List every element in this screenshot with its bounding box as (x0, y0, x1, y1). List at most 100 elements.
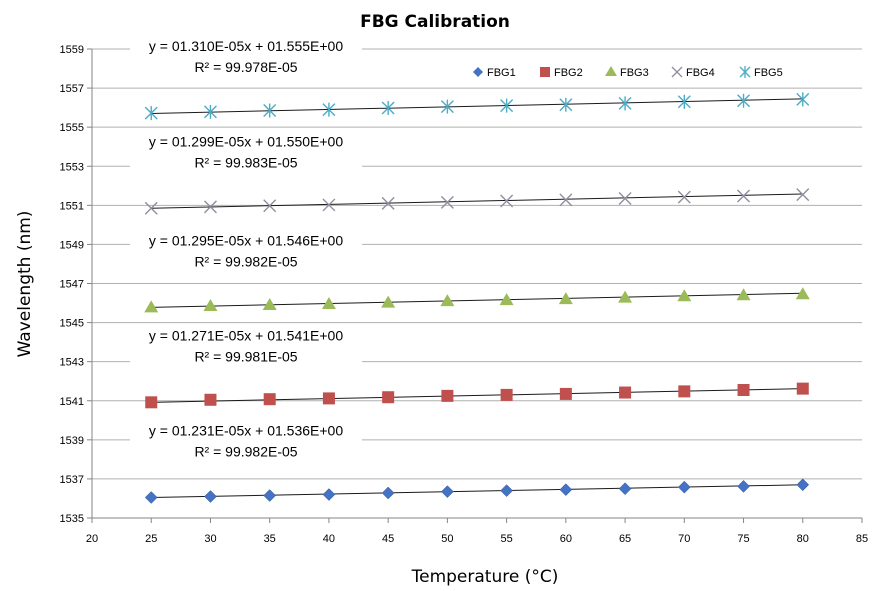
equation-box (130, 325, 362, 372)
y-tick-label: 1553 (60, 161, 84, 173)
legend-label-fbg2: FBG2 (554, 67, 583, 79)
marker-fbg3 (262, 297, 277, 310)
legend-marker-fbg5 (739, 66, 751, 78)
r-squared-label: R² = 99.983E-05 (194, 154, 297, 170)
marker-fbg2 (559, 387, 572, 400)
marker-fbg2 (678, 385, 691, 398)
marker-fbg2 (441, 389, 454, 402)
marker-fbg4 (500, 194, 514, 208)
trendline-fbg3 (151, 292, 803, 308)
data-markers (144, 92, 810, 504)
marker-fbg1 (559, 483, 573, 497)
legend-label-fbg3: FBG3 (620, 67, 649, 79)
marker-fbg5 (440, 99, 454, 114)
marker-fbg1 (618, 482, 632, 496)
y-tick-label: 1559 (60, 44, 84, 56)
y-tick-label: 1545 (60, 318, 84, 330)
trendline-equation: y = 01.295E-05x + 01.546E+00 (149, 232, 343, 248)
x-tick-label: 25 (145, 533, 157, 545)
trendline-equation: y = 01.231E-05x + 01.536E+00 (149, 422, 343, 438)
marker-fbg2 (322, 392, 335, 405)
marker-fbg4 (796, 188, 810, 202)
y-tick-label: 1549 (60, 239, 84, 251)
marker-fbg5 (322, 102, 336, 117)
marker-fbg1 (677, 480, 691, 494)
y-tick-label: 1543 (60, 357, 84, 369)
marker-fbg2 (145, 396, 158, 409)
y-tick-label: 1537 (60, 474, 84, 486)
x-tick-label: 40 (323, 533, 335, 545)
trendline-equation: y = 01.299E-05x + 01.550E+00 (149, 133, 343, 149)
x-axis-title: Temperature (°C) (411, 567, 559, 587)
marker-fbg4 (559, 193, 573, 207)
marker-fbg1 (500, 484, 513, 497)
trendline-equations: y = 01.231E-05x + 01.536E+00 R² = 99.982E… (130, 36, 362, 467)
marker-fbg3 (321, 297, 336, 310)
trendline-fbg1 (151, 484, 803, 498)
trendline-fbg2 (151, 388, 803, 403)
legend-marker-fbg3 (605, 66, 617, 76)
marker-fbg1 (204, 490, 217, 503)
marker-fbg3 (795, 287, 810, 300)
marker-fbg5 (263, 103, 277, 118)
marker-fbg2 (737, 384, 750, 397)
x-tick-label: 50 (441, 533, 453, 545)
marker-fbg3 (558, 292, 573, 305)
legend-marker-fbg4 (671, 66, 683, 78)
marker-fbg5 (618, 96, 632, 111)
marker-fbg3 (203, 298, 218, 311)
trendline-equation: y = 01.271E-05x + 01.541E+00 (149, 327, 343, 343)
equation-box (130, 131, 362, 178)
marker-fbg2 (619, 386, 632, 399)
trendline-fbg4 (151, 193, 803, 209)
marker-fbg4 (381, 196, 395, 210)
y-tick-label: 1557 (60, 83, 84, 95)
legend: FBG1 FBG2 FBG3 FBG4 FBG5 (468, 60, 798, 84)
marker-fbg5 (796, 92, 810, 107)
equation-box (130, 36, 362, 83)
marker-fbg3 (736, 288, 751, 301)
x-tick-label: 35 (264, 533, 276, 545)
x-tick-label: 80 (797, 533, 809, 545)
y-tick-label: 1547 (60, 279, 84, 291)
x-tick-label: 55 (500, 533, 512, 545)
trendline-fbg5 (151, 98, 803, 114)
marker-fbg4 (263, 199, 277, 213)
marker-fbg5 (500, 98, 514, 113)
r-squared-label: R² = 99.978E-05 (194, 59, 297, 75)
marker-fbg3 (499, 293, 514, 306)
x-tick-label: 65 (619, 533, 631, 545)
marker-fbg4 (618, 191, 632, 205)
marker-fbg5 (144, 106, 158, 121)
marker-fbg1 (381, 486, 395, 500)
marker-fbg2 (263, 393, 276, 406)
marker-fbg1 (441, 485, 454, 498)
x-tick-label: 70 (678, 533, 690, 545)
legend-label-fbg5: FBG5 (754, 67, 783, 79)
marker-fbg2 (382, 391, 395, 404)
marker-fbg2 (204, 393, 217, 406)
marker-fbg4 (322, 198, 336, 212)
legend-marker-fbg2 (540, 67, 550, 77)
marker-fbg5 (203, 104, 217, 119)
legend-marker-fbg1 (473, 67, 483, 77)
chart-title: FBG Calibration (360, 12, 510, 32)
r-squared-label: R² = 99.982E-05 (194, 443, 297, 459)
y-tick-label: 1555 (60, 122, 84, 134)
legend-label-fbg1: FBG1 (487, 67, 516, 79)
marker-fbg1 (737, 479, 750, 493)
marker-fbg2 (796, 382, 809, 395)
marker-fbg3 (381, 295, 396, 308)
x-tick-label: 30 (204, 533, 216, 545)
y-axis-title: Wavelength (nm) (15, 211, 35, 358)
marker-fbg4 (677, 190, 691, 204)
marker-fbg3 (677, 289, 692, 302)
marker-fbg2 (500, 388, 513, 401)
marker-fbg4 (737, 189, 751, 203)
marker-fbg4 (144, 201, 158, 215)
marker-fbg4 (440, 195, 454, 209)
marker-fbg1 (796, 478, 810, 492)
marker-fbg3 (440, 294, 455, 307)
legend-background (468, 60, 798, 84)
